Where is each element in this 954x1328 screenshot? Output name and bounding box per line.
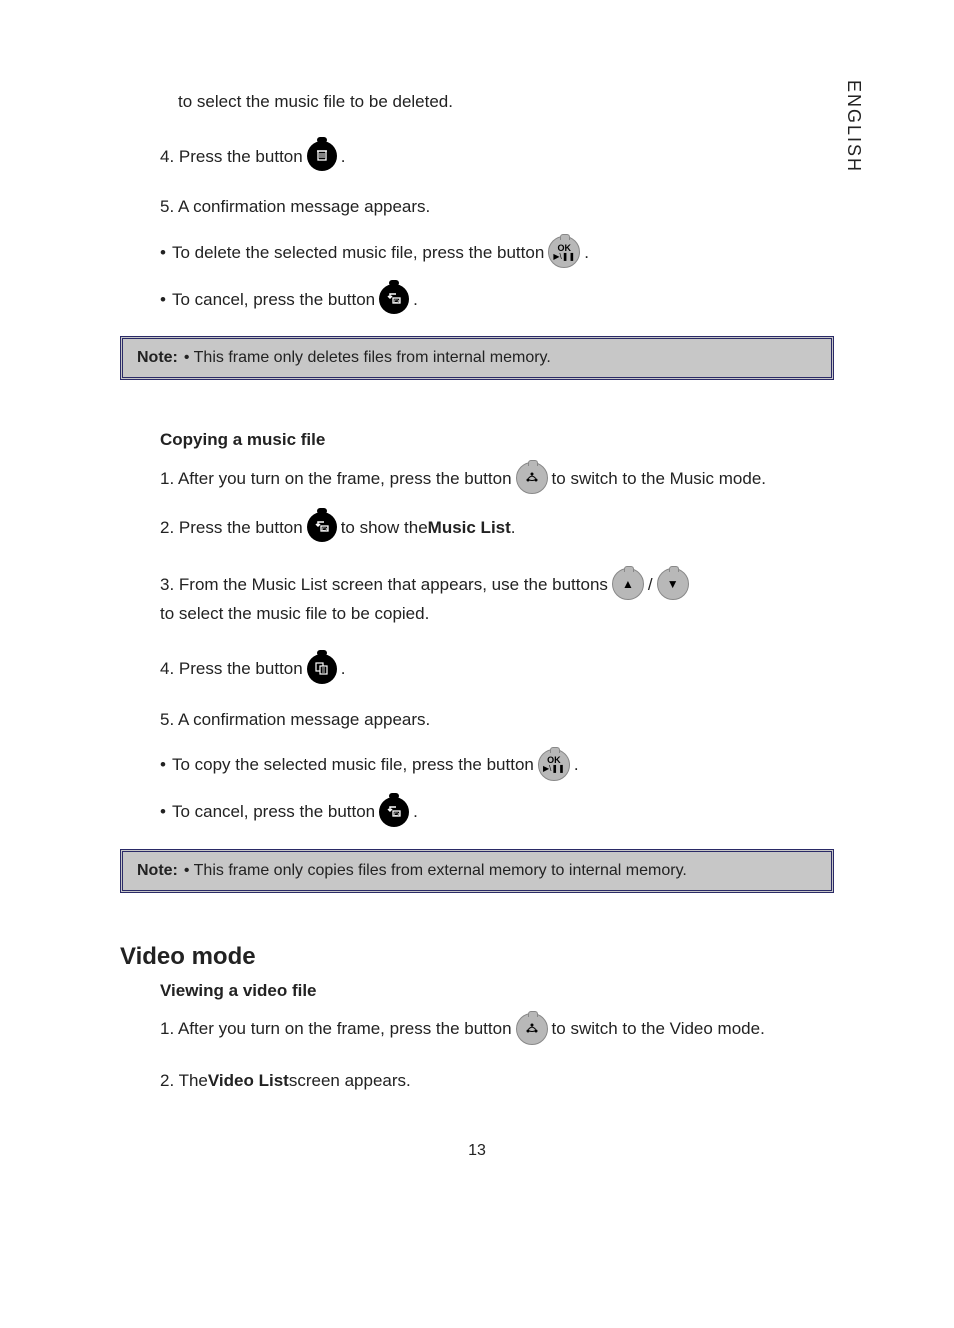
video-viewing-section: Viewing a video file 1. After you turn o… (160, 981, 834, 1102)
step-suffix: . (341, 655, 346, 682)
bullet-text: To cancel, press the button (172, 798, 375, 825)
step-text: 2. Press the button (160, 514, 303, 541)
note-label: Note: (137, 349, 178, 367)
ok-play-icon: OK▶\❚❚ (548, 236, 580, 268)
video-subheading: Viewing a video file (160, 981, 834, 1001)
bullet-text: To copy the selected music file, press t… (172, 751, 534, 778)
bullet: • (160, 798, 166, 825)
svg-text:EX: EX (394, 811, 400, 816)
note-text: • This frame only copies files from exte… (184, 862, 687, 880)
down-arrow-icon: ▼ (657, 568, 689, 600)
step-sep: / (648, 571, 653, 598)
step-text: 3. From the Music List screen that appea… (160, 571, 608, 598)
step-text: 2. The (160, 1067, 208, 1094)
bullet: • (160, 751, 166, 778)
bullet-suffix: . (413, 286, 418, 313)
step-suffix: . (511, 514, 516, 541)
bullet-suffix: . (413, 798, 418, 825)
step-text: 5. A confirmation message appears. (160, 193, 430, 220)
page-number: 13 (120, 1142, 834, 1160)
bullet-suffix: . (574, 751, 579, 778)
bullet-text: To delete the selected music file, press… (172, 239, 544, 266)
copy-note-box: Note: • This frame only copies files fro… (120, 849, 834, 893)
document-page: ENGLISH to select the music file to be d… (0, 0, 954, 1200)
step-suffix: to switch to the Video mode. (552, 1015, 765, 1042)
copy-step-2: 2. Press the button EX to show the Music… (160, 512, 516, 542)
back-exit-icon: EX (379, 797, 409, 827)
video-step-2: 2. The Video List screen appears. (160, 1067, 411, 1094)
copy-step-1: 1. After you turn on the frame, press th… (160, 462, 766, 494)
mode-switch-icon (516, 1013, 548, 1045)
step-suffix: . (341, 143, 346, 170)
trash-icon (307, 141, 337, 171)
step-suffix: to select the music file to be copied. (160, 600, 429, 627)
note-text: • This frame only deletes files from int… (184, 349, 551, 367)
step-suffix: to switch to the Music mode. (552, 465, 766, 492)
video-list-label: Video List (208, 1067, 289, 1094)
language-tab: ENGLISH (843, 80, 864, 173)
delete-note-box: Note: • This frame only deletes files fr… (120, 336, 834, 380)
step-text: 4. Press the button (160, 655, 303, 682)
bullet-text: To cancel, press the button (172, 286, 375, 313)
video-step-1: 1. After you turn on the frame, press th… (160, 1013, 765, 1045)
step-text: 4. Press the button (160, 143, 303, 170)
svg-text:EX: EX (394, 299, 400, 304)
copy-step-5-bullet-1: • To copy the selected music file, press… (160, 749, 579, 781)
delete-music-continuation: to select the music file to be deleted. … (160, 88, 834, 322)
svg-text:EX: EX (322, 527, 328, 532)
step-text: 1. After you turn on the frame, press th… (160, 1015, 512, 1042)
back-exit-icon: EX (379, 284, 409, 314)
bullet-suffix: . (584, 239, 589, 266)
step-suffix: screen appears. (289, 1067, 411, 1094)
copy-step-3: 3. From the Music List screen that appea… (160, 568, 834, 627)
ok-play-icon: OK▶\❚❚ (538, 749, 570, 781)
step-text: 1. After you turn on the frame, press th… (160, 465, 512, 492)
note-label: Note: (137, 862, 178, 880)
copy-icon (307, 654, 337, 684)
delete-step-5-bullet-2: • To cancel, press the button EX . (160, 284, 418, 314)
copy-step-5-bullet-2: • To cancel, press the button EX . (160, 797, 418, 827)
copy-step-4: 4. Press the button . (160, 654, 345, 684)
up-arrow-icon: ▲ (612, 568, 644, 600)
continuation-text: to select the music file to be deleted. (178, 88, 453, 115)
delete-step-4: 4. Press the button . (160, 141, 345, 171)
bullet: • (160, 286, 166, 313)
mode-switch-icon (516, 462, 548, 494)
bullet: • (160, 239, 166, 266)
back-exit-icon: EX (307, 512, 337, 542)
copy-heading: Copying a music file (160, 430, 834, 450)
copy-music-section: Copying a music file 1. After you turn o… (160, 430, 834, 834)
step-mid: to show the (341, 514, 428, 541)
music-list-label: Music List (428, 514, 511, 541)
step-text: 5. A confirmation message appears. (160, 706, 430, 733)
video-mode-heading: Video mode (120, 943, 834, 971)
delete-step-5-bullet-1: • To delete the selected music file, pre… (160, 236, 589, 268)
delete-step-5: 5. A confirmation message appears. (160, 193, 834, 220)
copy-step-5: 5. A confirmation message appears. (160, 706, 834, 733)
